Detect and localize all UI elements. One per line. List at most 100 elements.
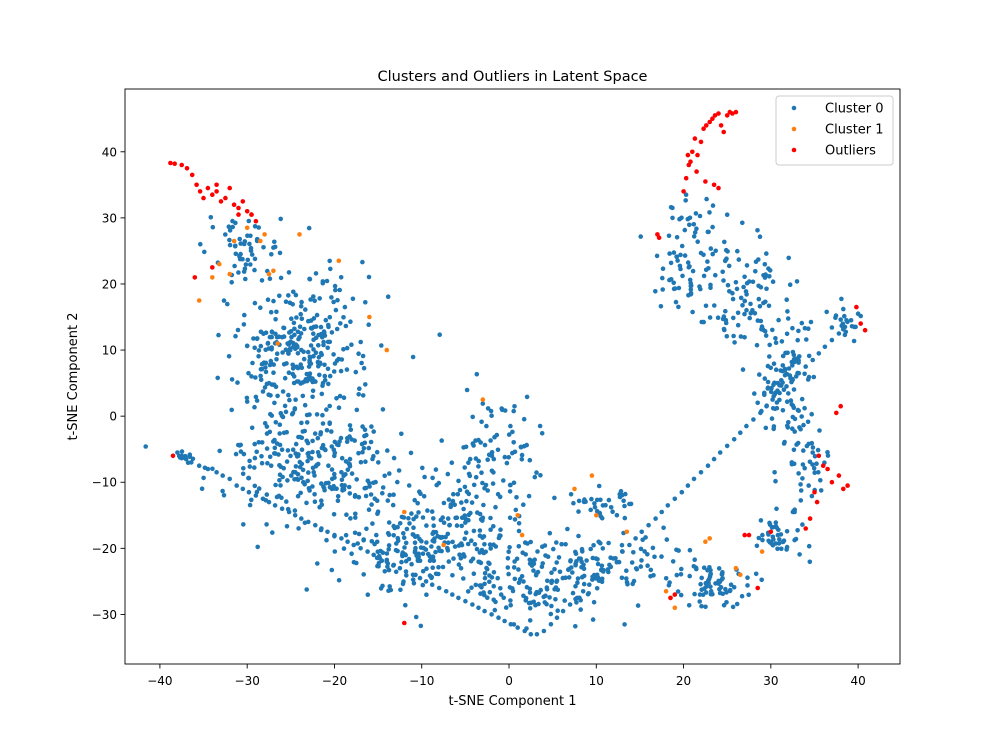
cluster-0-point (305, 349, 311, 355)
cluster-0-point (289, 334, 294, 340)
cluster-0-point (298, 304, 304, 309)
cluster-0-point (233, 333, 238, 339)
cluster-0-point (697, 599, 702, 604)
cluster-0-point (360, 424, 365, 429)
cluster-0-point (335, 297, 340, 303)
y-tick-label: 30 (102, 211, 117, 225)
cluster-0-point (369, 424, 374, 429)
cluster-0-point (679, 215, 684, 221)
cluster-0-point (507, 482, 513, 488)
cluster-0-point (560, 608, 566, 614)
cluster-0-point (279, 447, 285, 453)
cluster-0-point (842, 324, 848, 330)
cluster-0-point (788, 398, 794, 403)
cluster-0-point (347, 464, 353, 469)
outlier-point (841, 486, 846, 492)
cluster-0-point (474, 546, 480, 552)
cluster-0-point (648, 574, 653, 579)
cluster-0-point (794, 279, 800, 284)
cluster-0-point (318, 430, 324, 435)
cluster-0-point (420, 568, 426, 574)
cluster-0-point (790, 325, 795, 331)
cluster-0-point (317, 296, 323, 301)
cluster-0-point (342, 483, 347, 489)
cluster-0-point (413, 614, 419, 620)
cluster-0-point (313, 522, 318, 528)
outlier-point (194, 182, 199, 188)
cluster-0-point (327, 403, 333, 409)
cluster-0-point (786, 391, 791, 396)
cluster-0-point (570, 590, 576, 596)
cluster-0-point (796, 471, 801, 476)
cluster-0-point (792, 537, 797, 543)
cluster-0-point (480, 401, 486, 406)
cluster-0-point (664, 537, 670, 542)
cluster-0-point (633, 536, 638, 541)
cluster-0-point (495, 575, 501, 581)
cluster-0-point (332, 471, 337, 477)
cluster-0-point (313, 464, 319, 469)
x-tick-label: −40 (147, 674, 172, 688)
cluster-0-point (249, 374, 254, 379)
cluster-0-point (436, 565, 441, 570)
cluster-0-point (692, 591, 697, 597)
outlier-point (236, 205, 241, 211)
cluster-0-point (338, 435, 344, 441)
cluster-0-point (341, 395, 347, 401)
cluster-0-point (208, 215, 214, 220)
cluster-0-point (533, 572, 539, 578)
cluster-0-point (240, 486, 246, 492)
cluster-0-point (691, 476, 697, 482)
cluster-0-point (315, 435, 321, 441)
outlier-point (214, 182, 219, 188)
cluster-0-point (221, 298, 227, 303)
cluster-0-point (282, 403, 288, 409)
cluster-0-point (252, 483, 258, 489)
cluster-0-point (371, 552, 377, 558)
cluster-0-point (264, 446, 270, 451)
cluster-0-point (339, 470, 344, 475)
cluster-0-point (406, 516, 411, 521)
cluster-0-point (299, 420, 304, 426)
cluster-0-point (514, 495, 519, 500)
cluster-0-point (384, 559, 390, 564)
cluster-0-point (799, 414, 804, 419)
cluster-0-point (773, 541, 778, 546)
cluster-0-point (289, 473, 294, 478)
cluster-0-point (675, 258, 680, 263)
cluster-0-point (266, 346, 272, 351)
outlier-point (189, 172, 195, 178)
cluster-0-point (352, 493, 358, 498)
cluster-0-point (466, 517, 471, 523)
cluster-0-point (773, 367, 779, 373)
legend-label-cluster-0: Cluster 0 (825, 102, 884, 117)
cluster-0-point (695, 239, 700, 244)
cluster-0-point (787, 282, 793, 288)
cluster-0-point (245, 257, 251, 263)
cluster-0-point (326, 322, 331, 328)
cluster-0-point (316, 343, 321, 348)
cluster-0-point (299, 299, 304, 305)
outlier-point (807, 516, 813, 521)
cluster-0-point (220, 473, 225, 478)
cluster-1-point (210, 275, 215, 280)
cluster-0-point (277, 293, 282, 299)
cluster-0-point (745, 575, 750, 580)
cluster-0-point (746, 592, 751, 598)
cluster-0-point (332, 453, 337, 459)
outlier-point (718, 123, 724, 128)
cluster-0-point (452, 502, 458, 508)
cluster-0-point (764, 403, 769, 409)
cluster-0-point (552, 566, 557, 572)
cluster-0-point (385, 448, 390, 453)
cluster-0-point (319, 481, 324, 486)
cluster-0-point (268, 358, 274, 364)
cluster-0-point (189, 460, 194, 465)
cluster-1-point (594, 513, 599, 518)
cluster-1-point (703, 539, 708, 544)
cluster-0-point (482, 442, 488, 448)
cluster-0-point (493, 504, 498, 510)
cluster-0-point (449, 460, 455, 466)
cluster-0-point (440, 515, 446, 520)
cluster-0-point (809, 411, 814, 417)
